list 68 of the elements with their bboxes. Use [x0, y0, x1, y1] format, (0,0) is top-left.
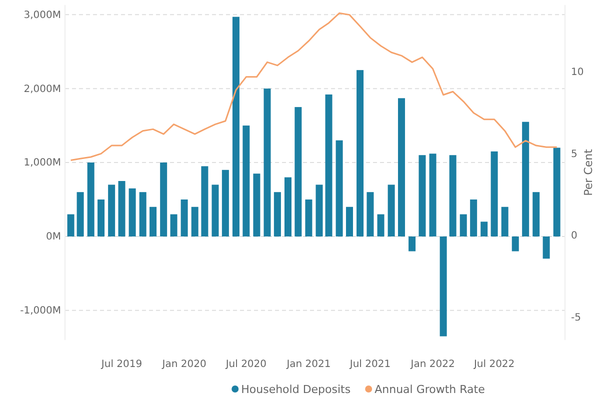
y-tick-label: 2,000M: [24, 84, 61, 95]
bar: [294, 107, 302, 236]
bar: [150, 206, 157, 236]
x-tick-label: Jul 2022: [472, 359, 515, 370]
y2-tick-label: 10: [571, 67, 584, 78]
bar: [264, 88, 271, 236]
bar: [440, 236, 447, 336]
bar: [67, 214, 74, 236]
bar: [470, 199, 478, 236]
bar: [232, 16, 240, 236]
bar: [325, 94, 332, 236]
bar: [212, 184, 219, 236]
x-tick-label: Jan 2020: [161, 359, 206, 370]
bar: [480, 222, 488, 236]
bar: [449, 155, 456, 236]
y2-tick-label: 5: [571, 148, 578, 160]
bar: [253, 174, 260, 236]
bar: [501, 206, 508, 236]
bar: [222, 170, 229, 236]
bar: [170, 214, 178, 236]
y2-axis-title: Per Cent: [582, 148, 595, 196]
y-tick-label: -1,000M: [20, 306, 61, 317]
line-series: [70, 12, 558, 161]
bar: [346, 206, 353, 236]
y2-tick-label: 0: [571, 230, 578, 242]
bar: [98, 199, 105, 236]
bar: [160, 162, 168, 236]
y2-tick-label: -5: [571, 312, 581, 324]
bar: [429, 154, 436, 236]
y-tick-label: 1,000M: [24, 158, 61, 169]
bar: [490, 151, 498, 236]
y-tick-label: 0M: [46, 232, 61, 243]
bar: [201, 166, 208, 236]
bar: [180, 199, 188, 236]
bar: [76, 192, 84, 236]
legend-label: Household Deposits: [241, 383, 351, 396]
bar: [398, 98, 406, 236]
bar: [139, 192, 146, 236]
bar: [316, 184, 323, 236]
bar: [366, 192, 374, 236]
bar: [191, 206, 198, 236]
bar: [356, 70, 364, 236]
legend-label: Annual Growth Rate: [374, 383, 486, 396]
bar: [284, 177, 292, 236]
bar: [377, 214, 384, 236]
bar: [460, 214, 467, 236]
y-tick-label: 3,000M: [24, 10, 61, 21]
x-tick-label: Jul 2019: [100, 359, 142, 370]
bar: [408, 236, 416, 252]
bar: [108, 184, 116, 236]
bar: [542, 236, 550, 259]
bar: [242, 126, 250, 236]
bar: [305, 199, 312, 236]
bar: [388, 184, 395, 236]
bar: [274, 192, 281, 236]
bar: [118, 181, 126, 236]
bar: [336, 140, 343, 236]
bar: [128, 188, 136, 236]
bar: [532, 192, 540, 236]
bar: [553, 148, 560, 236]
x-tick-label: Jan 2021: [286, 359, 331, 370]
x-tick-label: Jan 2022: [410, 359, 455, 370]
x-tick-label: Jul 2020: [224, 359, 267, 370]
bar: [522, 122, 530, 236]
bar: [418, 155, 426, 236]
bar: [87, 162, 94, 236]
x-tick-label: Jul 2021: [348, 359, 391, 370]
bar: [512, 236, 519, 252]
